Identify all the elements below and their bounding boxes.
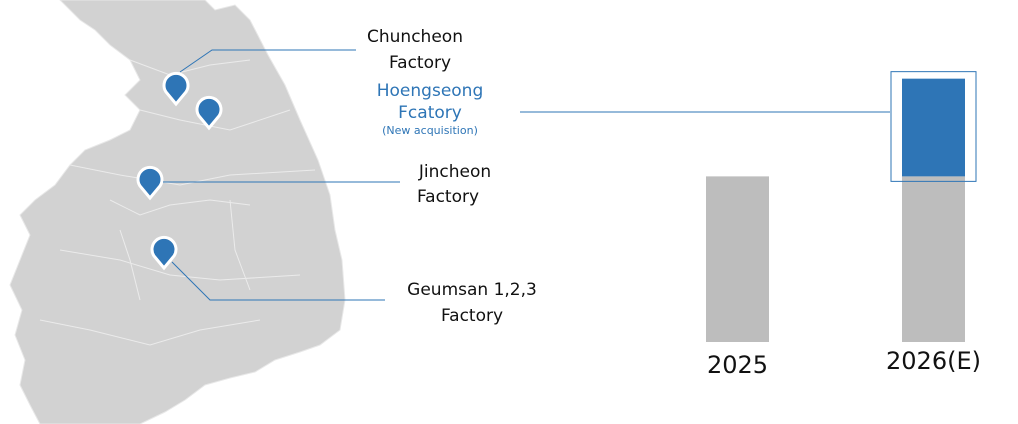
x-tick-label: 2026(E) <box>886 347 981 375</box>
factory-label: Chuncheon <box>367 27 463 47</box>
factory-note: (New acquisition) <box>382 124 478 137</box>
pins <box>136 71 223 271</box>
pin <box>195 95 223 131</box>
x-tick-label: 2025 <box>707 351 768 379</box>
factory-label: Geumsan 1,2,3 <box>407 280 537 300</box>
bar <box>706 176 769 342</box>
pin <box>162 71 190 107</box>
leader-line <box>171 261 385 301</box>
factory-label: Factory <box>417 187 479 207</box>
bar <box>902 176 965 342</box>
factory-label: Hoengseong <box>377 81 484 101</box>
pin <box>150 235 178 271</box>
factory-label: Factory <box>389 53 451 73</box>
factory-label: Factory <box>441 306 503 326</box>
factory-label: Jincheon <box>418 162 491 182</box>
map <box>9 0 346 424</box>
pin <box>136 165 164 201</box>
highlight-box <box>890 71 977 182</box>
bar <box>902 78 965 177</box>
factory-label: Fcatory <box>398 103 462 123</box>
leader-line <box>179 49 356 73</box>
